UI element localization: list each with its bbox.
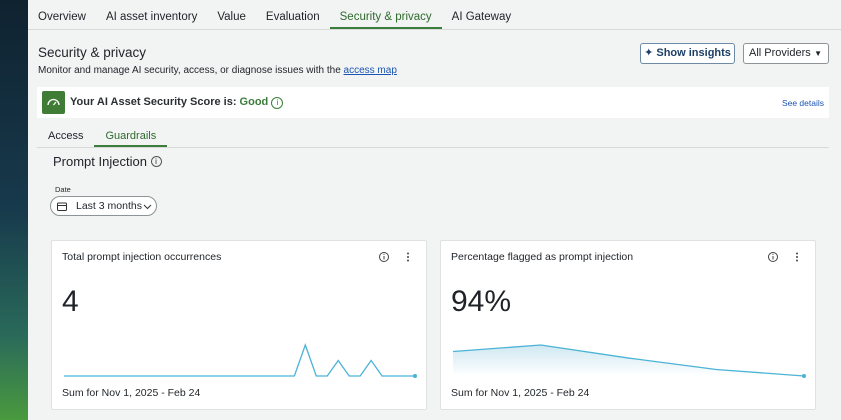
section-title-text: Prompt Injection — [53, 154, 147, 169]
card-icons — [379, 252, 409, 262]
sparkline-line — [452, 344, 805, 377]
score-line: Your AI Asset Security Score is: Good i — [70, 96, 284, 109]
chevron — [143, 204, 152, 210]
card-title: Percentage flagged as prompt injection — [451, 251, 634, 263]
sub-tab[interactable]: Guardrails — [94, 126, 168, 147]
subtitle-text: Monitor and manage AI security, access, … — [38, 65, 341, 76]
date-value: Last 3 months — [76, 200, 142, 212]
select-value: All Providers — [749, 47, 811, 59]
sparkline — [452, 344, 806, 378]
provider-select[interactable]: All Providers ▼ — [743, 43, 829, 64]
nav-tab[interactable]: Security & privacy — [329, 0, 442, 29]
score-bar: Your AI Asset Security Score is: Good i … — [37, 87, 829, 118]
card-icons — [768, 252, 798, 262]
score-value: Good — [239, 96, 269, 108]
card-value: 94% — [451, 285, 512, 318]
access-map-link[interactable]: access map — [343, 65, 397, 76]
card-title: Total prompt injection occurrences — [62, 251, 222, 263]
sparkline-area — [453, 345, 804, 376]
sparkline-end — [802, 374, 806, 378]
date-picker[interactable]: Last 3 months — [50, 196, 157, 216]
sparkline — [64, 343, 417, 378]
card-footer: Sum for Nov 1, 2025 - Feb 24 — [62, 387, 201, 399]
nav-tab[interactable]: AI asset inventory — [105, 11, 198, 23]
sparkline-line — [64, 343, 415, 377]
nav-tab[interactable]: Overview — [38, 11, 86, 23]
subtitle: Monitor and manage AI security, access, … — [38, 65, 397, 76]
score-icon — [42, 91, 65, 114]
show-insights-button[interactable]: ✦ Show insights — [640, 43, 735, 64]
see-details-link[interactable]: See details — [781, 98, 824, 108]
date-label: Date — [55, 185, 71, 194]
nav-tab[interactable]: Value — [217, 11, 246, 23]
sub-tabs: Access Guardrails — [37, 126, 829, 148]
button-label: Show insights — [656, 47, 731, 59]
nav-tab[interactable]: AI Gateway — [451, 11, 512, 23]
side-strip — [0, 0, 28, 420]
card-footer: Sum for Nov 1, 2025 - Feb 24 — [451, 387, 590, 399]
page-title: Security & privacy — [38, 45, 147, 60]
nav-bar: Overview AI asset inventory Value Evaluatio… — [28, 0, 841, 30]
metric-card: Total prompt injection occurrences 4 Sum f… — [51, 240, 427, 410]
nav-tab[interactable]: Evaluation — [265, 11, 320, 23]
score-label: Your AI Asset Security Score is: — [70, 96, 237, 108]
section-title: Prompt Injection i — [53, 154, 162, 169]
metric-card: Percentage flagged as prompt injection 94… — [440, 240, 816, 410]
sub-tab[interactable]: Access — [48, 130, 84, 142]
sparkline-end — [413, 374, 417, 378]
calendar-icon — [57, 202, 67, 211]
card-value: 4 — [62, 285, 79, 318]
